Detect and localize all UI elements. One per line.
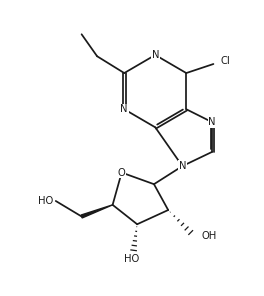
Polygon shape <box>81 205 113 218</box>
Text: HO: HO <box>38 196 53 206</box>
Text: HO: HO <box>124 254 140 264</box>
Text: OH: OH <box>202 231 217 241</box>
Text: N: N <box>208 117 216 127</box>
Text: N: N <box>179 161 186 171</box>
Text: O: O <box>118 168 126 178</box>
Text: Cl: Cl <box>221 57 230 66</box>
Text: N: N <box>152 50 159 60</box>
Text: N: N <box>120 104 128 114</box>
